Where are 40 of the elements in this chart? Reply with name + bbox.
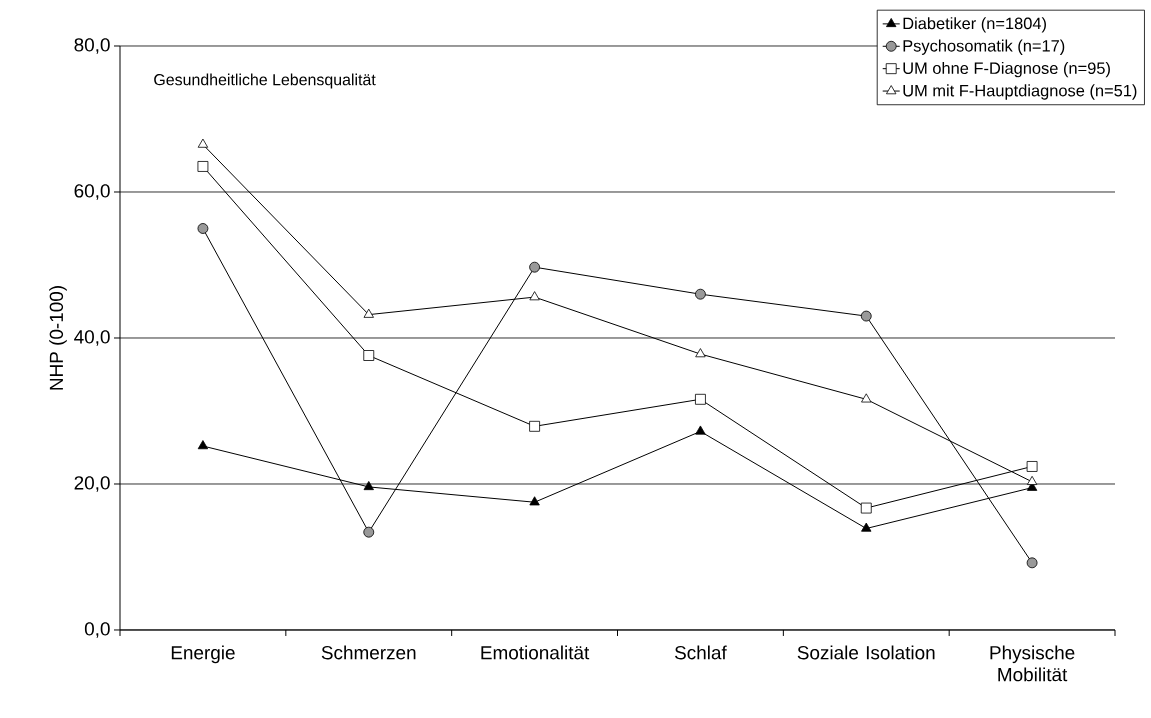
point — [363, 526, 375, 538]
x-tick-label: Soziale Isolation — [797, 645, 935, 660]
text: Gesundheitliche Lebensqualität — [154, 73, 376, 89]
point — [695, 393, 706, 405]
x-tick-label: Schlaf — [674, 645, 727, 660]
legend-label: UM ohne F-Diagnose (n=95) — [903, 61, 1110, 78]
point — [197, 440, 209, 450]
point — [363, 350, 375, 361]
point — [695, 348, 706, 358]
y-tick-label: 40,0 — [74, 330, 110, 346]
point — [1026, 557, 1038, 569]
point — [1026, 461, 1038, 472]
x-tick-label: Schmerzen — [321, 645, 416, 660]
point — [860, 502, 872, 514]
point — [529, 291, 540, 301]
x-tick-label: Emotionalität — [481, 645, 590, 660]
point — [1026, 475, 1038, 485]
legend-label: UM mit F-Hauptdiagnose (n=51) — [903, 84, 1137, 100]
y-tick-label: 60,0 — [74, 184, 110, 200]
point — [861, 393, 872, 403]
point — [197, 223, 209, 234]
point — [695, 425, 706, 435]
point — [529, 420, 540, 432]
point — [197, 161, 209, 172]
y-tick-label: 20,0 — [74, 476, 110, 492]
x-tick-label: Energie — [171, 645, 235, 664]
x-tick-label: Physische Mobilität — [990, 645, 1075, 682]
point — [197, 138, 209, 148]
y-tick-label: 0,0 — [84, 622, 110, 638]
point — [860, 310, 872, 322]
point — [363, 308, 374, 318]
point — [861, 522, 872, 532]
point — [363, 481, 374, 491]
point — [695, 288, 706, 300]
legend-label: Psychosomatik (n=17) — [903, 39, 1065, 55]
point — [529, 496, 540, 506]
y-tick-label: 80,0 — [74, 38, 110, 54]
legend-label: Diabetiker (n=1804) — [903, 17, 1046, 33]
y-axis-title: NHP (0-100) — [49, 286, 67, 390]
point — [529, 261, 540, 273]
